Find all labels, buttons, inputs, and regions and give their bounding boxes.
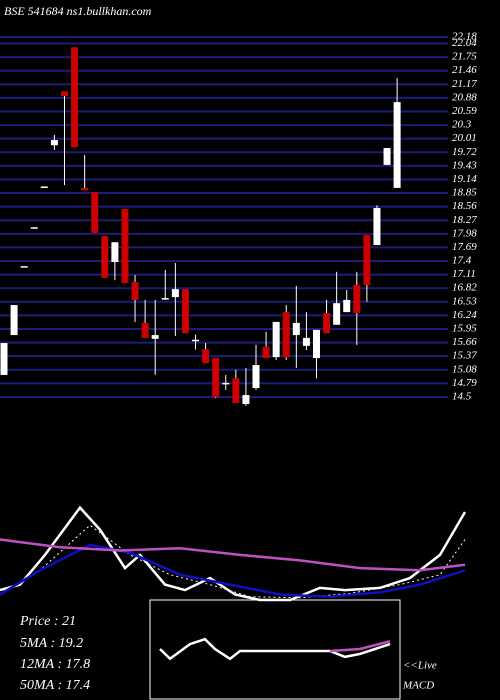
candle-body xyxy=(71,47,79,148)
candle-body xyxy=(0,343,8,375)
y-tick-label: 16.53 xyxy=(452,295,477,307)
candle-body xyxy=(131,282,139,300)
candle-body xyxy=(101,236,109,278)
candle-body xyxy=(252,365,260,389)
info-price: Price : 21 xyxy=(19,614,76,629)
candle-body xyxy=(323,313,331,334)
y-tick-label: 20.01 xyxy=(452,132,477,144)
y-tick-label: 15.08 xyxy=(452,363,477,375)
candle-body xyxy=(151,335,159,339)
candle-body xyxy=(141,322,149,338)
y-tick-label: 16.24 xyxy=(452,309,477,321)
candle-body xyxy=(181,289,189,334)
y-tick-label: 22.04 xyxy=(452,37,477,49)
y-tick-label: 17.98 xyxy=(452,227,477,239)
candle-body xyxy=(282,312,290,358)
candle-body xyxy=(292,322,300,336)
y-tick-label: 20.59 xyxy=(452,105,477,117)
indicator-line xyxy=(0,524,466,599)
candle-body xyxy=(91,192,99,233)
y-tick-label: 21.75 xyxy=(452,51,477,63)
candle-body xyxy=(262,346,270,359)
candle-body xyxy=(10,305,18,336)
annotation-macd: MACD xyxy=(402,680,434,692)
y-tick-label: 15.66 xyxy=(452,336,477,348)
y-tick-label: 22.18 xyxy=(452,30,477,42)
candle-body xyxy=(192,339,200,342)
indicator-line xyxy=(159,637,391,661)
candle-body xyxy=(212,358,220,397)
candle-body xyxy=(50,140,58,146)
candle-body xyxy=(171,289,179,298)
y-tick-label: 21.17 xyxy=(452,78,477,90)
candle-body xyxy=(232,378,240,404)
candle-body xyxy=(222,382,230,385)
candle-body xyxy=(373,208,381,246)
chart-title: BSE 541684 ns1.bullkhan.com xyxy=(4,4,152,18)
y-tick-label: 14.5 xyxy=(452,390,472,402)
candle-body xyxy=(40,186,48,188)
candle-body xyxy=(111,242,119,262)
indicator-line xyxy=(0,538,466,572)
y-tick-label: 19.43 xyxy=(452,159,477,171)
indicator-line xyxy=(329,639,391,653)
candle-body xyxy=(242,395,250,404)
y-tick-label: 17.11 xyxy=(452,268,476,280)
indicator-line xyxy=(0,543,466,598)
candle-body xyxy=(343,299,351,313)
y-tick-label: 15.95 xyxy=(452,323,477,335)
candle-body xyxy=(312,329,320,359)
candle-body xyxy=(363,235,371,285)
candle-body xyxy=(121,208,129,284)
y-tick-label: 20.88 xyxy=(452,91,477,103)
y-tick-label: 19.14 xyxy=(452,173,477,185)
indicator-line xyxy=(0,505,467,602)
candle-body xyxy=(60,91,68,97)
y-tick-label: 18.56 xyxy=(452,200,477,212)
candle-body xyxy=(161,298,169,300)
y-tick-label: 15.37 xyxy=(452,350,477,362)
candle-body xyxy=(353,284,361,314)
candle-body xyxy=(20,266,28,268)
candle-body xyxy=(30,227,38,229)
candle-body xyxy=(272,321,280,358)
y-tick-label: 21.46 xyxy=(452,64,477,76)
info-12ma: 12MA : 17.8 xyxy=(20,657,90,672)
candle-body xyxy=(202,349,210,364)
info-5ma: 5MA : 19.2 xyxy=(20,636,83,651)
y-tick-label: 17.69 xyxy=(452,241,477,253)
candle-body xyxy=(81,187,89,191)
y-tick-label: 19.72 xyxy=(452,146,477,158)
candle-body xyxy=(333,303,341,325)
candle-body xyxy=(383,148,391,165)
y-tick-label: 18.85 xyxy=(452,187,477,199)
y-tick-label: 14.79 xyxy=(452,377,477,389)
y-tick-label: 20.3 xyxy=(452,119,472,131)
y-tick-label: 17.4 xyxy=(452,255,472,267)
candle-body xyxy=(302,337,310,346)
annotation-live: <<Live xyxy=(403,660,437,672)
info-50ma: 50MA : 17.4 xyxy=(20,678,90,693)
candle-body xyxy=(393,102,401,188)
y-tick-label: 18.27 xyxy=(452,214,477,226)
y-tick-label: 16.82 xyxy=(452,282,477,294)
